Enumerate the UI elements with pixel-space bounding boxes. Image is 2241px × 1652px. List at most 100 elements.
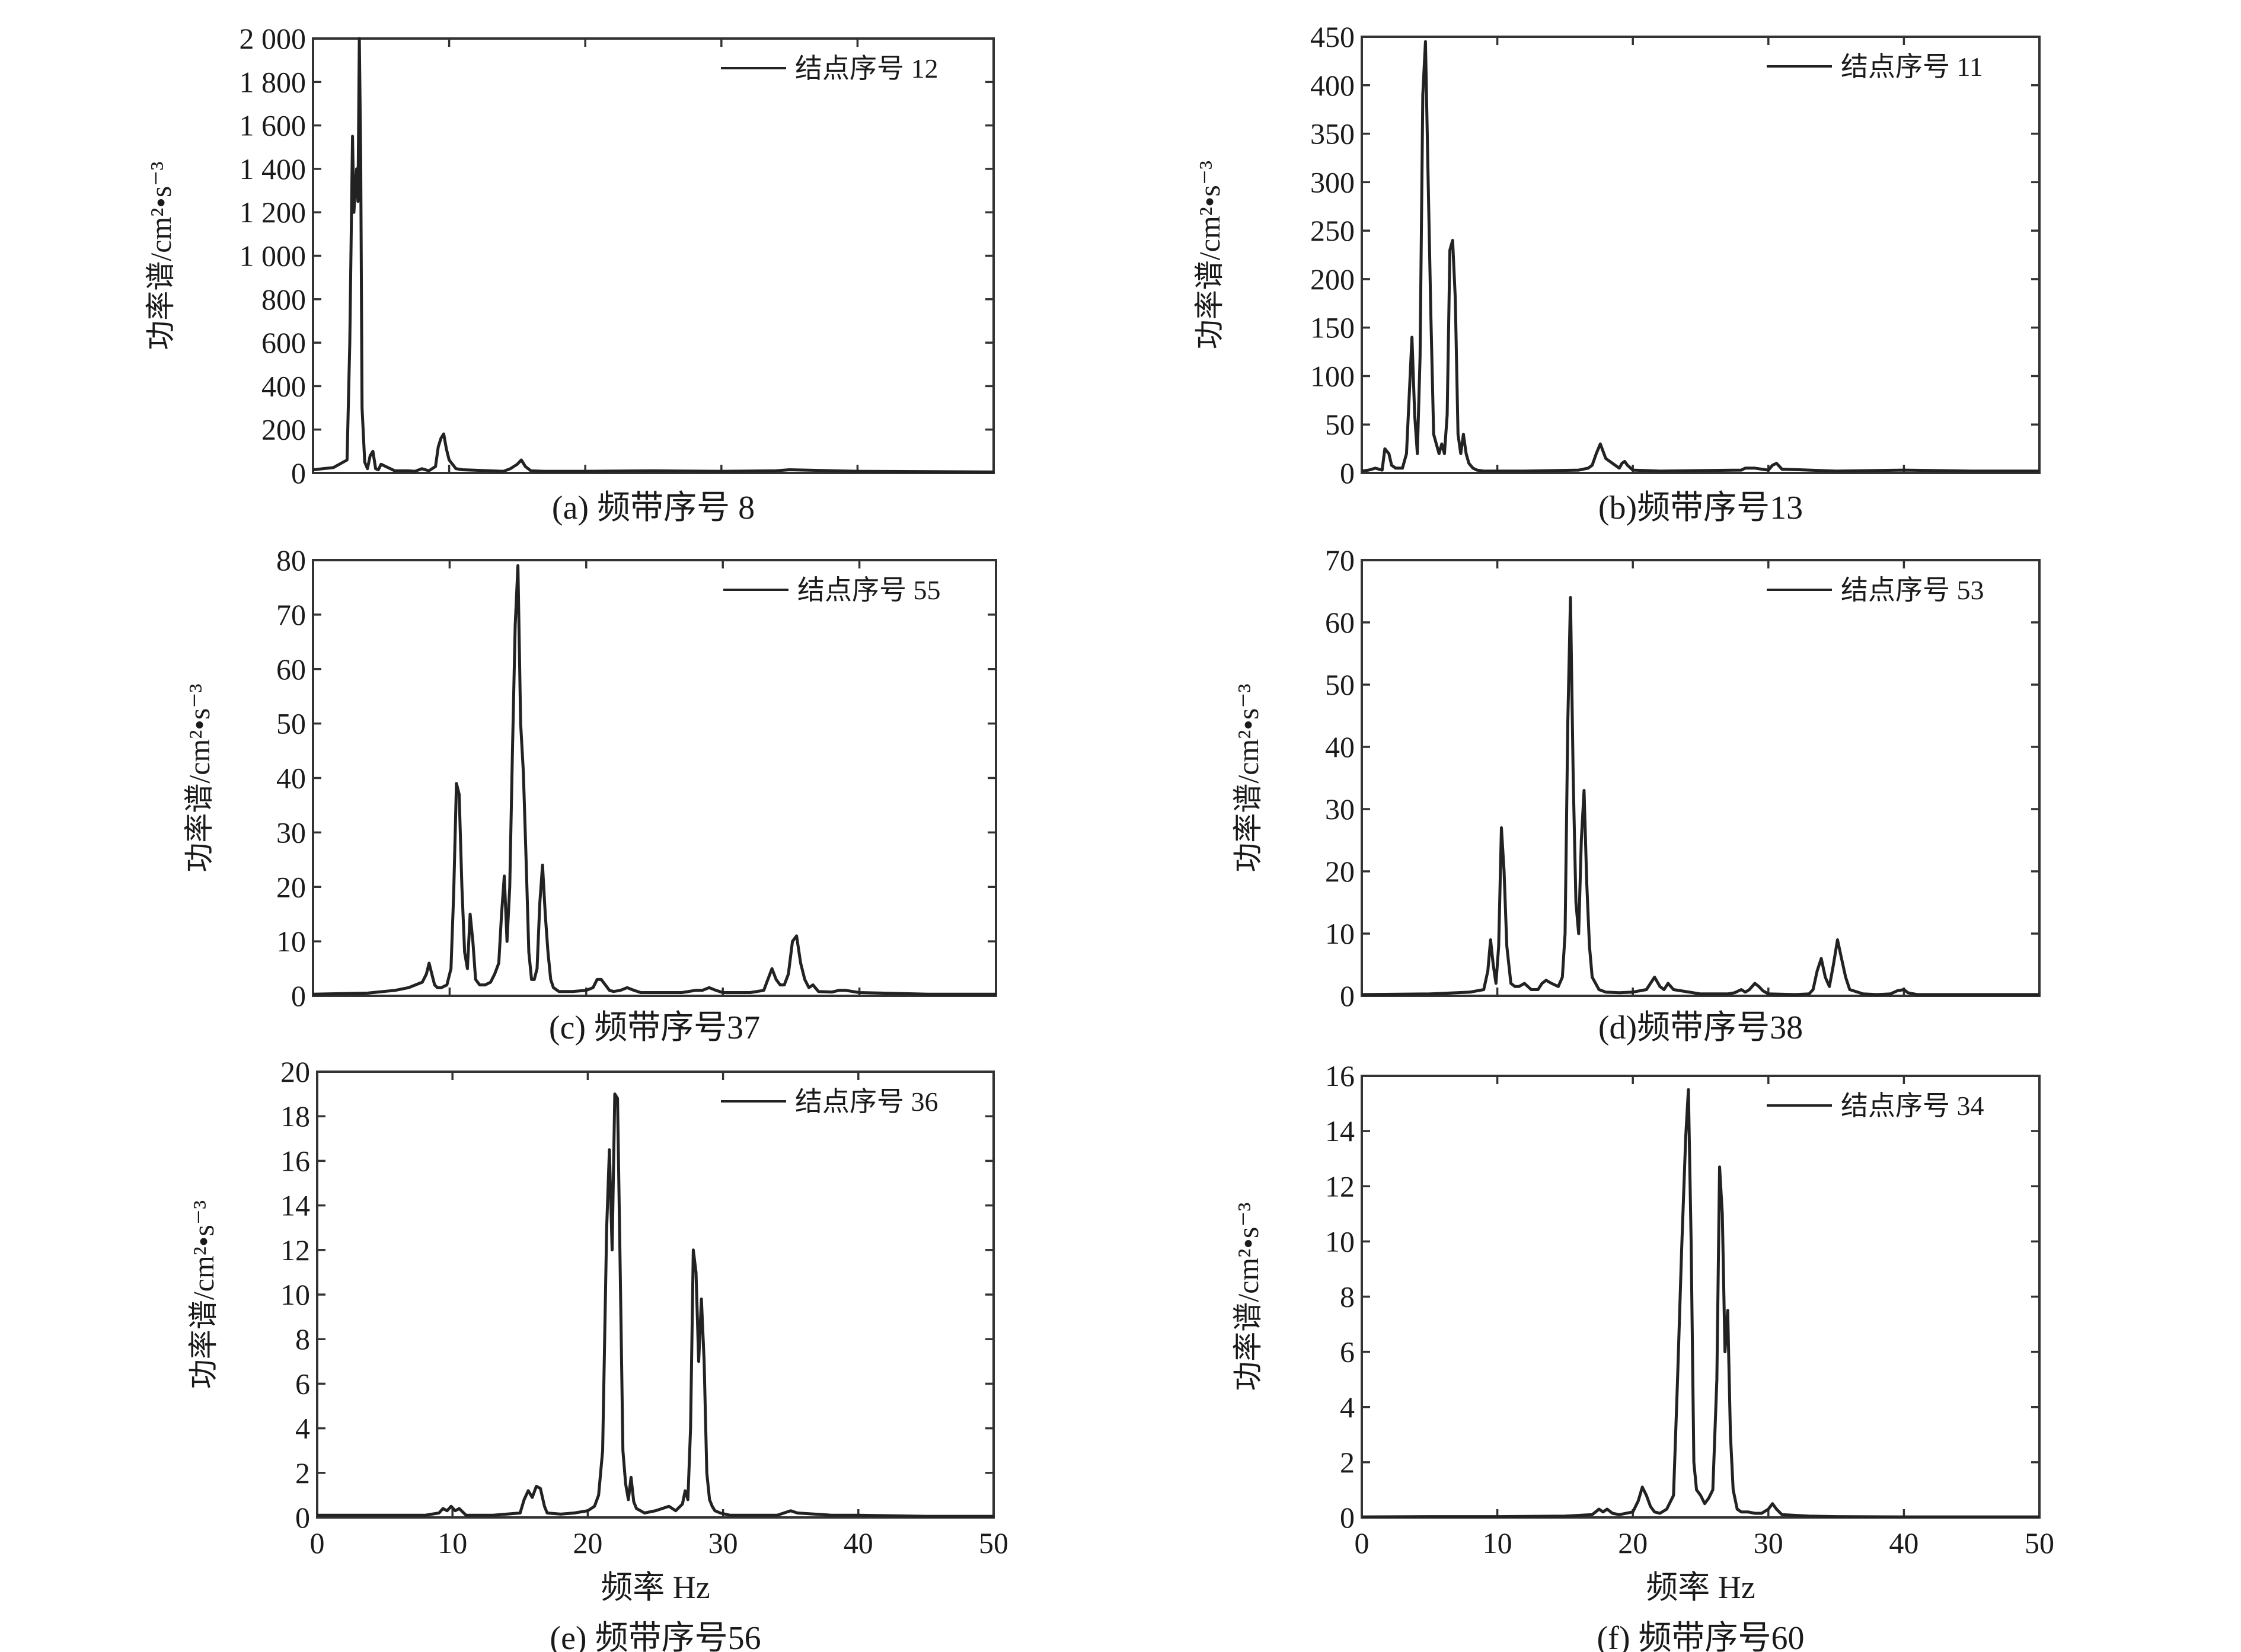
panel-e: 0 2 4 6 8 10 12 14 16 18 20 0 10 20 30 40 50 频率 Hz 功率谱/cm²…: [187, 1055, 1008, 1652]
y-tick-label: 10: [1325, 917, 1355, 950]
y-tick-label: 200: [1310, 263, 1355, 296]
y-tick-label: 350: [1310, 117, 1355, 151]
y-tick-label: 12: [1325, 1169, 1355, 1203]
y-tick-label: 40: [276, 762, 306, 795]
y-tick-label: 1 200: [240, 196, 307, 229]
y-tick-label: 40: [1325, 730, 1355, 763]
y-tick-label: 0: [1340, 1501, 1355, 1534]
y-tick-label: 2: [295, 1456, 310, 1490]
legend-label: 结点序号 53: [1841, 575, 1984, 605]
panel-caption: (f) 频带序号60: [1597, 1620, 1805, 1652]
y-tick-label: 6: [1340, 1335, 1355, 1369]
panel-b: 0 50 100 150 200 250 300 350 400 450 功率谱/cm²•s⁻³ 结点…: [1193, 20, 2041, 526]
y-tick-label: 16: [280, 1144, 310, 1177]
y-tick-label: 18: [280, 1100, 310, 1133]
y-tick-label: 60: [276, 653, 306, 686]
panel-f: 0 2 4 6 8 10 12 14 16 0 10 20 30 40 50 频率 Hz 功率谱/cm²•s⁻³…: [1231, 1059, 2054, 1652]
y-tick-label: 400: [261, 369, 306, 402]
y-tick-label: 6: [295, 1367, 310, 1400]
plot-area: [312, 559, 997, 997]
series-line: [312, 564, 996, 996]
y-tick-label: 0: [1340, 979, 1355, 1012]
y-tick-label: 10: [280, 1278, 310, 1311]
y-tick-label: 600: [261, 326, 306, 359]
x-tick-label: 0: [1355, 1526, 1370, 1560]
y-axis-label: 功率谱/cm²•s⁻³: [1231, 1202, 1265, 1391]
y-tick-label: 400: [1310, 69, 1355, 102]
y-tick-label: 16: [1325, 1059, 1355, 1092]
x-axis-label: 频率 Hz: [601, 1570, 710, 1605]
y-tick-label: 50: [1325, 408, 1355, 441]
y-tick-label: 2 000: [240, 22, 307, 55]
y-tick-label: 800: [261, 283, 306, 316]
panel-d: 0 10 20 30 40 50 60 70 功率谱/cm²•s⁻³ 结点序号 53 (d)频带序号…: [1231, 544, 2041, 1046]
legend: 结点序号 12: [721, 53, 938, 84]
y-tick-label: 14: [1325, 1114, 1355, 1148]
panel-c: 0 10 20 30 40 50 60 70 80 功率谱/cm²•s⁻³ 结点序号 55 (c) 频…: [183, 544, 997, 1046]
plot-area: [1361, 559, 2041, 997]
y-axis-label: 功率谱/cm²•s⁻³: [187, 1200, 220, 1389]
y-tick-label: 20: [276, 870, 306, 903]
y-tick-label: 14: [280, 1189, 310, 1222]
series-line: [317, 1092, 994, 1518]
panel-caption: (d)频带序号38: [1598, 1009, 1803, 1046]
panel-caption: (c) 频带序号37: [549, 1009, 760, 1046]
panel-caption: (e) 频带序号56: [550, 1620, 761, 1652]
x-tick-label: 20: [1618, 1526, 1648, 1560]
y-tick-label: 200: [261, 413, 306, 446]
y-tick-label: 150: [1310, 311, 1355, 344]
series-line: [1361, 1088, 2039, 1519]
y-tick-label: 0: [291, 456, 306, 490]
y-tick-label: 50: [1325, 668, 1355, 701]
y-axis-label: 功率谱/cm²•s⁻³: [1193, 161, 1226, 349]
x-tick-label: 10: [1483, 1526, 1512, 1560]
plot-area: [1361, 36, 2041, 474]
y-tick-label: 10: [1325, 1225, 1355, 1258]
legend-label: 结点序号 11: [1841, 52, 1983, 82]
y-tick-label: 1 400: [240, 152, 307, 186]
y-axis-label: 功率谱/cm²•s⁻³: [183, 683, 216, 872]
series-line: [1361, 40, 2039, 473]
y-axis-label: 功率谱/cm²•s⁻³: [144, 161, 177, 350]
y-tick-label: 10: [276, 925, 306, 958]
y-tick-label: 30: [276, 816, 306, 849]
legend: 结点序号 53: [1767, 575, 1984, 605]
x-tick-label: 30: [1754, 1526, 1783, 1560]
plot-area: [1361, 1075, 2041, 1519]
panel-a: 0 200 400 600 800 1 000 1 200 1 400 1 600 1 800 2 …: [144, 22, 995, 526]
plot-area: [316, 1071, 995, 1519]
panel-caption: (a) 频带序号 8: [552, 490, 755, 526]
y-tick-label: 8: [1340, 1280, 1355, 1314]
x-tick-label: 50: [979, 1526, 1008, 1560]
y-axis-label: 功率谱/cm²•s⁻³: [1231, 683, 1265, 872]
y-tick-label: 70: [1325, 544, 1355, 577]
legend: 结点序号 34: [1767, 1091, 1984, 1121]
y-tick-label: 8: [295, 1322, 310, 1356]
y-tick-label: 0: [1340, 456, 1355, 490]
y-tick-label: 20: [1325, 855, 1355, 888]
x-tick-label: 50: [2025, 1526, 2054, 1560]
y-tick-label: 1 800: [240, 65, 307, 98]
legend-label: 结点序号 36: [795, 1087, 938, 1117]
x-tick-label: 0: [310, 1526, 325, 1560]
legend-label: 结点序号 34: [1841, 1091, 1984, 1121]
y-tick-label: 0: [291, 979, 306, 1012]
legend-label: 结点序号 55: [797, 575, 941, 605]
y-tick-label: 450: [1310, 20, 1355, 53]
y-tick-label: 80: [276, 544, 306, 577]
series-line: [1361, 596, 2039, 996]
panel-caption: (b)频带序号13: [1598, 490, 1803, 526]
y-tick-label: 70: [276, 598, 306, 631]
y-tick-label: 30: [1325, 793, 1355, 826]
y-tick-label: 60: [1325, 606, 1355, 639]
legend: 结点序号 11: [1767, 52, 1983, 82]
y-tick-label: 12: [280, 1234, 310, 1267]
y-tick-label: 1 600: [240, 109, 307, 142]
y-tick-label: 50: [276, 707, 306, 740]
y-tick-label: 4: [1340, 1391, 1355, 1424]
y-tick-label: 4: [295, 1412, 310, 1445]
legend: 结点序号 55: [723, 575, 941, 605]
plot-area: [312, 37, 995, 474]
y-tick-label: 100: [1310, 359, 1355, 392]
